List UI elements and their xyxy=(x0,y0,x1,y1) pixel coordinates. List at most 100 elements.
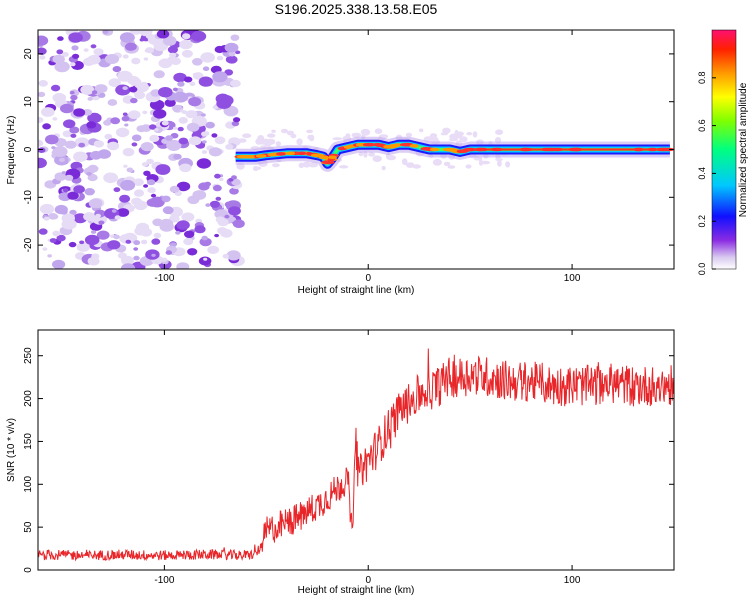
noise-blob xyxy=(149,196,165,208)
snr-x-ticks: -100 0 100 xyxy=(154,330,581,586)
noise-blob xyxy=(115,84,131,96)
noise-blob xyxy=(197,73,203,77)
colorbar-tick-label: 0.8 xyxy=(697,72,707,85)
noise-blob xyxy=(98,220,105,225)
noise-blob xyxy=(188,136,202,146)
noise-blob xyxy=(110,117,121,125)
noise-blob xyxy=(298,162,305,169)
noise-blob xyxy=(281,128,288,134)
noise-blob xyxy=(358,151,364,157)
noise-blob xyxy=(70,133,77,138)
snr-x-label: Height of straight line (km) xyxy=(298,585,415,596)
noise-blob xyxy=(76,242,90,252)
noise-blob xyxy=(233,117,241,123)
noise-blob xyxy=(181,110,188,114)
noise-blob xyxy=(131,134,142,142)
noise-blob xyxy=(122,112,128,116)
noise-blob xyxy=(121,115,130,122)
colorbar-tick-label: 0.0 xyxy=(697,263,707,276)
noise-blob xyxy=(133,189,145,197)
noise-blob xyxy=(59,208,68,215)
noise-blob xyxy=(177,81,185,87)
noise-blob xyxy=(429,133,438,139)
colorbar-tick-label: 0.2 xyxy=(697,215,707,228)
signal-hotspot xyxy=(318,155,329,160)
noise-blob xyxy=(307,134,312,140)
noise-blob xyxy=(175,230,181,235)
noise-blob xyxy=(54,172,67,181)
noise-blob xyxy=(208,147,222,157)
noise-blob xyxy=(117,70,133,82)
noise-blob xyxy=(86,121,97,129)
noise-blob xyxy=(275,141,281,147)
noise-blob xyxy=(122,86,128,90)
noise-blob xyxy=(231,178,241,186)
noise-blob xyxy=(169,52,177,58)
noise-blob xyxy=(459,136,468,143)
noise-blob xyxy=(113,234,120,240)
noise-blob xyxy=(87,174,98,182)
noise-blob xyxy=(134,200,148,211)
noise-blob xyxy=(158,87,173,98)
noise-blob xyxy=(184,230,195,238)
noise-blob xyxy=(225,144,234,150)
signal-hotspot xyxy=(245,154,257,159)
noise-blob xyxy=(78,142,86,148)
noise-blob xyxy=(339,165,349,169)
noise-blob xyxy=(212,105,218,110)
noise-blob xyxy=(73,108,86,117)
noise-blob xyxy=(332,137,343,141)
noise-blob xyxy=(203,257,208,261)
noise-blob xyxy=(103,172,118,184)
noise-blob xyxy=(146,179,156,186)
noise-blob xyxy=(133,255,140,261)
noise-blob xyxy=(201,113,206,117)
y-tick-label: 250 xyxy=(23,347,34,364)
noise-blob xyxy=(176,220,190,230)
noise-blob xyxy=(87,54,101,65)
y-tick-label: 50 xyxy=(23,521,34,533)
noise-blob xyxy=(189,81,196,86)
noise-blob xyxy=(232,219,245,228)
noise-blob xyxy=(143,170,151,176)
noise-blob xyxy=(41,107,55,117)
noise-blob xyxy=(107,99,118,106)
noise-blob xyxy=(214,173,221,179)
figure-title: S196.2025.338.13.58.E05 xyxy=(275,1,438,17)
noise-blob xyxy=(64,140,77,149)
colorbar: 0.0 0.2 0.4 0.6 0.8 Normalized spectral ampl… xyxy=(697,29,749,276)
x-tick-label: -100 xyxy=(154,273,174,284)
noise-blob xyxy=(68,241,77,248)
signal-hotspot xyxy=(276,152,286,156)
noise-blob xyxy=(95,213,101,218)
noise-blob xyxy=(178,117,188,124)
noise-blob xyxy=(129,86,138,93)
noise-blob xyxy=(38,80,48,87)
noise-blob xyxy=(230,34,240,41)
snr-series-line xyxy=(38,348,674,562)
noise-blob xyxy=(133,240,141,246)
noise-blob xyxy=(201,150,208,154)
noise-blob xyxy=(156,30,170,39)
noise-blob xyxy=(164,98,176,107)
noise-blob xyxy=(161,257,168,262)
noise-blob xyxy=(68,32,83,43)
noise-blob xyxy=(149,134,160,142)
noise-blob xyxy=(253,166,262,170)
noise-blob xyxy=(360,128,371,136)
noise-blob xyxy=(119,32,135,43)
noise-blob xyxy=(111,209,117,213)
noise-blob xyxy=(162,206,174,215)
noise-blob xyxy=(192,72,198,77)
noise-blob xyxy=(150,193,157,198)
noise-blob xyxy=(71,45,79,51)
noise-blob xyxy=(447,165,456,169)
noise-blob xyxy=(167,56,175,62)
noise-blob xyxy=(211,133,218,138)
noise-blob xyxy=(272,163,280,168)
noise-blob xyxy=(113,187,121,193)
noise-blob xyxy=(104,133,113,140)
snr-y-ticks: 0 50 100 150 200 250 xyxy=(23,347,674,573)
noise-blob xyxy=(172,126,178,130)
noise-blob xyxy=(198,182,210,191)
